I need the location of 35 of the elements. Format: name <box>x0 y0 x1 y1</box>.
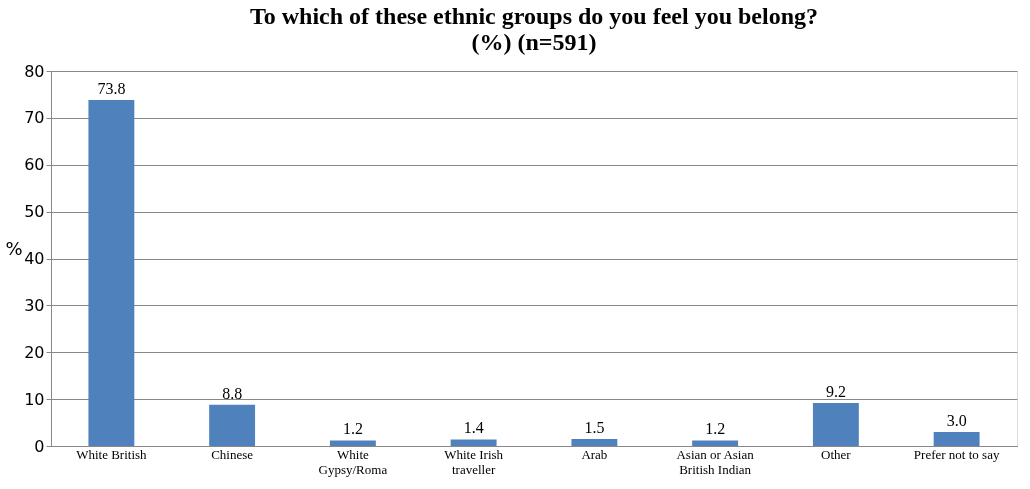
x-tick-label: Chinese <box>211 446 254 462</box>
x-tick-label: Arab <box>581 446 608 462</box>
y-tick-label: 70 <box>24 108 45 128</box>
data-label: 8.8 <box>222 384 243 402</box>
bar <box>571 438 618 446</box>
y-tick-label: 40 <box>24 249 45 268</box>
x-tick-label: White Irish traveller <box>444 446 504 477</box>
bar <box>692 440 739 446</box>
y-tick-label: 30 <box>24 295 45 315</box>
bar <box>88 100 135 446</box>
y-axis-title: % <box>5 238 23 259</box>
x-tick-label: White Gypsy/Roma <box>318 446 388 477</box>
y-tick-label: 50 <box>24 202 45 222</box>
bar <box>209 404 256 446</box>
y-tick-label: 10 <box>24 389 45 409</box>
y-tick-label: 0 <box>34 436 45 456</box>
data-label: 1.5 <box>584 418 605 436</box>
x-tick-label: Other <box>821 446 852 462</box>
x-tick-label: Prefer not to say <box>913 446 1000 462</box>
bar <box>812 402 859 446</box>
data-label: 1.2 <box>705 420 726 438</box>
y-tick-label: 60 <box>24 155 45 175</box>
bar <box>450 439 497 446</box>
chart-title: To which of these ethnic groups do you feel you belong? (%) (n=591) <box>249 3 819 55</box>
bar <box>933 431 980 446</box>
y-tick-label: 80 <box>24 61 45 81</box>
y-tick-label: 20 <box>24 342 45 362</box>
x-tick-label: Asian or Asian British Indian <box>676 446 755 477</box>
bar <box>329 440 376 446</box>
data-label: 73.8 <box>97 80 126 98</box>
x-tick-label: White British <box>76 446 148 462</box>
data-label: 1.2 <box>342 420 363 438</box>
data-label: 3.0 <box>946 411 967 429</box>
data-label: 9.2 <box>825 382 846 400</box>
data-label: 1.4 <box>463 419 484 437</box>
